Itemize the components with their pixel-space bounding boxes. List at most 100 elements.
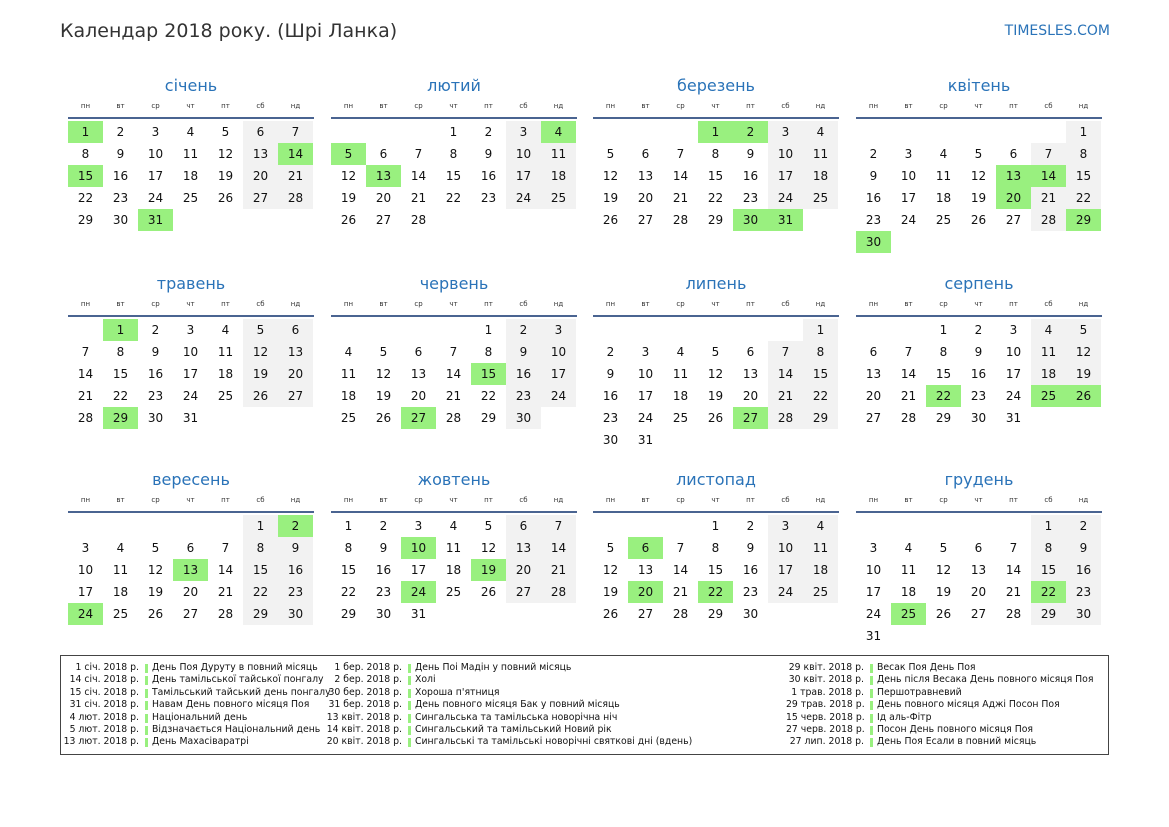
day-cell: 20 [996,187,1031,209]
day-cell: 14 [900,367,917,381]
weekday-label: нд [1078,102,1089,110]
site-link[interactable]: TIMESLES.COM [1004,23,1110,39]
day-cell: 14 [1005,563,1022,577]
day-cell: 6 [186,541,195,555]
day-cell: 26 [970,213,987,227]
day-cell: 10 [1005,345,1022,359]
day-cell: 27 [278,385,313,407]
weekday-label: ср [151,300,160,308]
day-cell: 16 [865,191,882,205]
weekday-label: ср [414,300,423,308]
holiday-date: 1 бер. 2018 р. [334,662,402,673]
day-cell: 26 [602,213,619,227]
weekday-header: пн вт ср чт пт сб нд [593,102,839,112]
month-name: червень [419,274,489,293]
day-cell: 25 [935,213,952,227]
holiday-date: 13 лют. 2018 р. [63,736,139,748]
day-cell: 28 [77,411,94,425]
weekday-label: нд [553,102,564,110]
day-cell: 5 [939,541,948,555]
weekday-label: сб [256,496,265,504]
day-cell: 29 [243,603,278,625]
days-grid: 1 2 3 4 5 6 7 8 9 10 11 12 13 14 15 16 17 18 19 20 21 22 23 24 2… [331,121,577,261]
day-cell: 19 [935,585,952,599]
day-cell: 6 [379,147,388,161]
month-name: листопад [676,470,756,489]
day-cell: 23 [742,585,759,599]
day-cell: 6 [414,345,423,359]
day-cell: 21 [410,191,427,205]
day-cell: 5 [331,143,366,165]
day-cell: 1 [103,319,138,341]
day-cell: 7 [81,345,90,359]
day-cell: 30 [112,213,129,227]
day-cell: 2 [746,519,755,533]
day-cell: 25 [891,603,926,625]
day-cell: 23 [742,191,759,205]
holiday-marker [408,725,411,735]
day-cell: 21 [77,389,94,403]
day-cell: 22 [926,385,961,407]
day-cell: 14 [445,367,462,381]
day-cell: 27 [970,607,987,621]
day-cell: 3 [641,345,650,359]
day-cell: 5 [711,345,720,359]
day-cell: 24 [541,385,576,407]
day-cell: 10 [900,169,917,183]
day-cell: 12 [935,563,952,577]
day-cell: 11 [340,367,357,381]
weekday-label: пн [605,300,616,308]
day-cell: 16 [506,363,541,385]
day-cell: 3 [1009,323,1018,337]
day-cell: 8 [1066,143,1101,165]
day-cell: 7 [1031,143,1066,165]
day-cell: 19 [970,191,987,205]
day-cell: 13 [637,563,654,577]
day-cell: 20 [375,191,392,205]
holiday-marker [408,713,411,723]
day-cell: 14 [410,169,427,183]
day-cell: 4 [221,323,230,337]
day-cell: 28 [672,607,689,621]
day-cell: 4 [541,121,576,143]
day-cell: 1 [344,519,353,533]
day-cell: 9 [151,345,160,359]
day-cell: 17 [1005,367,1022,381]
days-grid: 1 2 3 4 5 6 7 8 9 10 11 12 13 14 15 16 17 18 19 20 21 22 23 24 2… [68,319,314,459]
holiday-marker [145,725,148,735]
day-cell: 22 [445,191,462,205]
weekday-header: пн вт ср чт пт сб нд [856,102,1102,112]
holiday-date: 4 лют. 2018 р. [69,711,139,723]
day-cell: 26 [147,607,164,621]
weekday-label: сб [781,300,790,308]
day-cell: 18 [217,367,234,381]
holiday-marker [145,713,148,723]
holiday-date: 29 трав. 2018 р. [786,699,865,711]
day-cell: 8 [803,341,838,363]
day-cell: 8 [243,537,278,559]
day-cell: 21 [1031,187,1066,209]
day-cell: 31 [768,209,803,231]
day-cell: 11 [182,147,199,161]
month-block: березень пн вт ср чт пт сб нд 1 2 3 4 5 6 7 8 9 10 11 12 13 1… [593,76,839,266]
day-cell: 1 [939,323,948,337]
weekday-label: пн [80,102,91,110]
day-cell: 8 [81,147,90,161]
day-cell: 13 [637,169,654,183]
month-block: січень пн вт ср чт пт сб нд 1 2 3 4 5 6 7 8 9 10 11 12 13 14 1… [68,76,314,266]
month-divider [68,117,314,119]
day-cell: 20 [637,191,654,205]
weekday-label: сб [1044,496,1053,504]
weekday-header: пн вт ср чт пт сб нд [593,496,839,506]
day-cell: 26 [217,191,234,205]
day-cell: 5 [974,147,983,161]
holiday-marker [870,725,873,735]
day-cell: 22 [698,581,733,603]
day-cell: 4 [449,519,458,533]
day-cell: 21 [445,389,462,403]
day-cell: 18 [112,585,129,599]
holiday-marker [870,701,873,711]
weekday-label: нд [553,300,564,308]
holiday-marker [145,701,148,711]
day-cell: 24 [768,581,803,603]
